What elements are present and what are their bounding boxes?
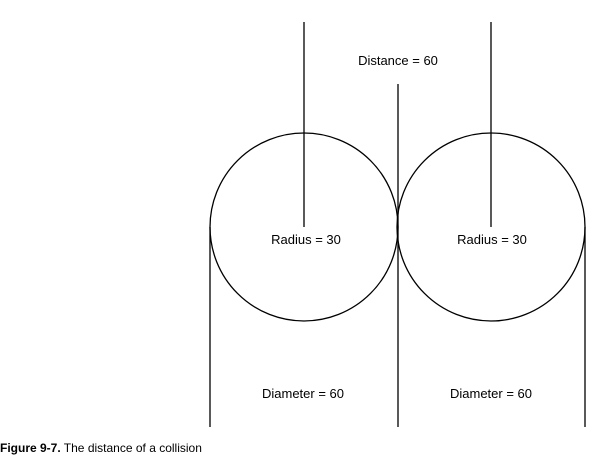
figure-caption: Figure 9-7. The distance of a collision	[0, 441, 202, 455]
figure-caption-text: The distance of a collision	[60, 441, 202, 455]
distance-label: Distance = 60	[358, 53, 438, 68]
diameter-label-right: Diameter = 60	[450, 386, 532, 401]
diameter-label-left: Diameter = 60	[262, 386, 344, 401]
figure-number: Figure 9-7.	[0, 441, 61, 455]
radius-label-right: Radius = 30	[457, 232, 527, 247]
radius-label-left: Radius = 30	[271, 232, 341, 247]
